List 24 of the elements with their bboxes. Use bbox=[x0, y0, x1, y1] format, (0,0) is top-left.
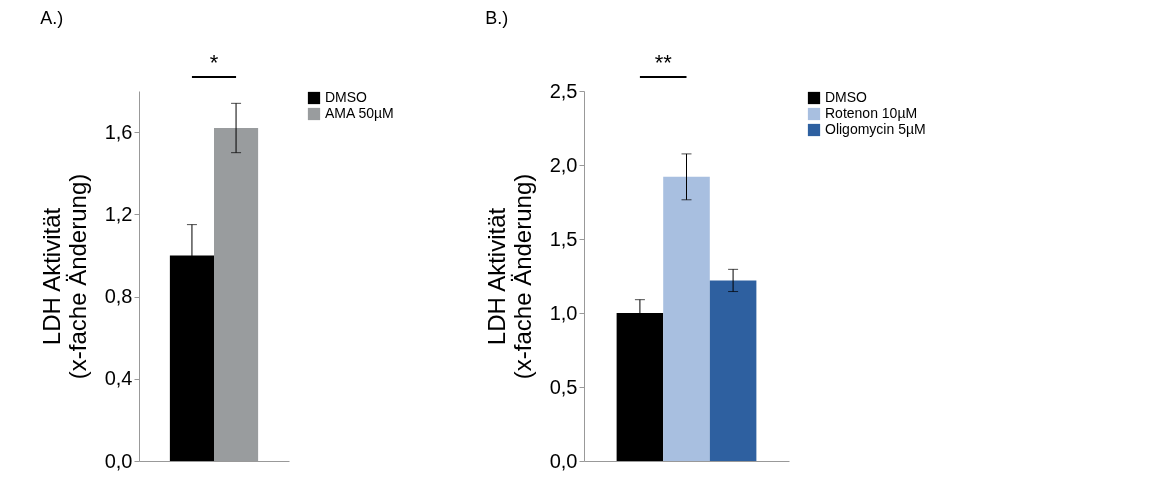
bar bbox=[709, 280, 757, 461]
y-tick-label: 1,2 bbox=[104, 202, 133, 225]
chart-title: B.) bbox=[485, 8, 509, 28]
y-tick-label: 0,4 bbox=[104, 367, 133, 390]
text: * bbox=[209, 50, 219, 75]
legend-label: Oligomycin 5µM bbox=[825, 121, 926, 137]
y-tick-label: 1,6 bbox=[104, 120, 133, 143]
bar bbox=[663, 176, 710, 461]
legend-label: DMSO bbox=[825, 89, 868, 105]
y-tick-label: 0,8 bbox=[104, 285, 133, 308]
y-tick-label: 1,5 bbox=[549, 227, 578, 250]
y-tick-label: 0,0 bbox=[549, 449, 578, 472]
y-tick-label: 0,0 bbox=[104, 449, 133, 472]
y-axis-title: LDH Aktivität (x-fache Änderung) bbox=[482, 173, 536, 380]
y-tick-label: 0,5 bbox=[549, 375, 578, 398]
y-tick-label: 1,0 bbox=[549, 301, 578, 324]
legend-label: Rotenon 10µM bbox=[825, 105, 918, 121]
y-axis-title: LDH Aktivität (x-fache Änderung) bbox=[37, 173, 91, 380]
chart-title: A.) bbox=[40, 8, 64, 28]
y-tick-label: 2,0 bbox=[549, 153, 578, 176]
legend-label: DMSO bbox=[325, 89, 368, 105]
y-tick-label: 2,5 bbox=[549, 79, 578, 102]
text: ** bbox=[654, 50, 673, 75]
legend-label: AMA 50µM bbox=[325, 105, 394, 121]
